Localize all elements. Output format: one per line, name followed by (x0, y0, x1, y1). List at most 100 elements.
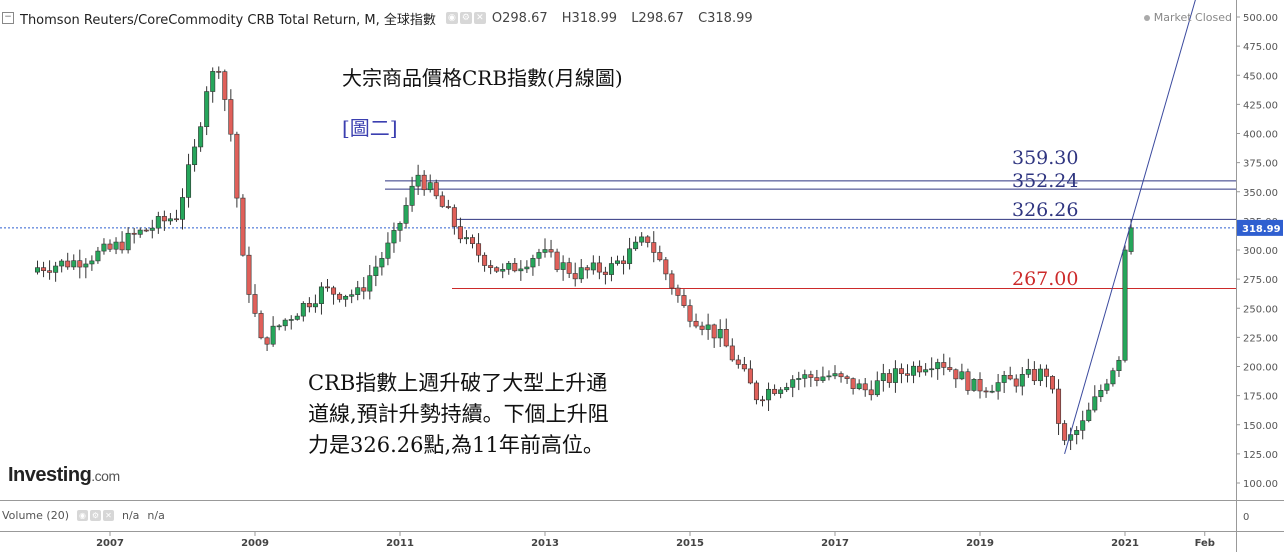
x-tick-label: 2021 (1111, 538, 1139, 549)
volume-value-2: n/a (147, 509, 165, 522)
candle-body (107, 243, 113, 250)
candle-body (1037, 368, 1043, 382)
candle-body (892, 368, 898, 383)
level-label-352: 352.24 (1012, 170, 1079, 192)
candle-body (880, 373, 886, 381)
eye-icon[interactable]: ◉ (445, 12, 458, 24)
candle-body (439, 195, 445, 207)
y-tick-label: 225.00 (1243, 333, 1278, 344)
note-line: CRB指數上週升破了大型上升通 (308, 371, 608, 395)
candle-body (343, 296, 349, 300)
candle-body (47, 270, 53, 273)
minus-square-icon[interactable]: − (2, 12, 14, 24)
logo-suffix: .com (91, 468, 120, 484)
candle-body (784, 387, 790, 391)
candle-body (953, 369, 959, 380)
candle-body (826, 375, 832, 378)
candle-body (276, 325, 282, 328)
candle-body (681, 295, 687, 306)
candle-body (711, 324, 717, 339)
candle-body (832, 373, 838, 377)
candle-body (494, 267, 500, 272)
candle-body (651, 242, 657, 253)
instrument-title: Thomson Reuters/CoreCommodity CRB Total … (20, 12, 436, 28)
candle-body (536, 252, 542, 259)
candle-body (983, 390, 989, 393)
candle-body (808, 374, 814, 378)
level-label-359: 359.30 (1012, 147, 1079, 169)
candle-body (119, 241, 125, 251)
candle-body (65, 260, 71, 268)
candle-body (941, 362, 947, 368)
candle-body (796, 378, 802, 380)
candle-body (89, 260, 95, 265)
volume-header: Volume (20) ◉ ⚙ ✕ n/a n/a (2, 509, 165, 522)
candle-body (802, 374, 808, 379)
x-tick-label: 2015 (676, 538, 704, 549)
x-tick-label: 2007 (96, 538, 124, 549)
candle-body (886, 373, 892, 383)
volume-buttons: ◉ ⚙ ✕ (77, 510, 114, 521)
candle-body (451, 207, 457, 227)
candle-body (971, 379, 977, 391)
candle-body (675, 287, 681, 296)
candle-body (137, 229, 143, 235)
y-tick-label: 100.00 (1243, 479, 1278, 490)
candle-body (258, 313, 264, 339)
candle-body (1007, 374, 1013, 380)
candle-body (198, 126, 204, 148)
candle-body (584, 267, 590, 271)
candle-body (361, 287, 367, 292)
volume-label: Volume (20) (2, 509, 69, 522)
annotation-title: 大宗商品價格CRB指數(月線圖) (342, 66, 623, 90)
candle-body (596, 262, 602, 273)
candle-body (699, 325, 705, 330)
close-icon[interactable]: ✕ (473, 12, 486, 24)
candle-body (222, 71, 228, 100)
chart-header: − Thomson Reuters/CoreCommodity CRB Tota… (0, 0, 1236, 36)
candle-body (621, 260, 627, 264)
header-buttons: ◉ ⚙ ✕ (445, 12, 486, 24)
candle-body (1086, 409, 1092, 421)
candle-body (723, 329, 729, 347)
candle-body (657, 252, 663, 261)
y-tick-label: 400.00 (1243, 130, 1278, 141)
y-tick-label: 200.00 (1243, 363, 1278, 374)
candle-body (959, 371, 965, 380)
candle-body (518, 268, 524, 272)
candle-body (687, 305, 693, 322)
close-icon[interactable]: ✕ (103, 510, 114, 521)
candle-body (161, 216, 167, 222)
candle-body (312, 303, 318, 308)
open-value: O298.67 (491, 10, 548, 26)
y-tick-label: 150.00 (1243, 421, 1278, 432)
candle-body (500, 269, 506, 272)
candle-body (270, 325, 276, 345)
y-tick-label: 350.00 (1243, 188, 1278, 199)
investing-logo: Investing.com (8, 464, 120, 487)
candle-body (542, 249, 548, 253)
y-tick-label: 375.00 (1243, 159, 1278, 170)
candle-body (1025, 369, 1031, 375)
candle-body (633, 241, 639, 250)
y-tick-label: 450.00 (1243, 71, 1278, 82)
candle-body (868, 389, 874, 396)
uptrend-line (1064, 0, 1196, 455)
settings-icon[interactable]: ⚙ (90, 510, 101, 521)
candle-body (204, 91, 210, 127)
candle-body (530, 258, 536, 268)
candle-body (373, 266, 379, 276)
candle-body (753, 382, 759, 401)
candle-body (1031, 369, 1037, 382)
candle-body (898, 368, 904, 375)
eye-icon[interactable]: ◉ (77, 510, 88, 521)
candle-body (602, 271, 608, 275)
candle-body (874, 380, 880, 396)
level-label-267: 267.00 (1012, 268, 1079, 290)
candle-body (838, 373, 844, 378)
candle-body (469, 237, 475, 244)
settings-icon[interactable]: ⚙ (459, 12, 472, 24)
candle-body (457, 226, 463, 240)
candle-body (234, 133, 240, 199)
